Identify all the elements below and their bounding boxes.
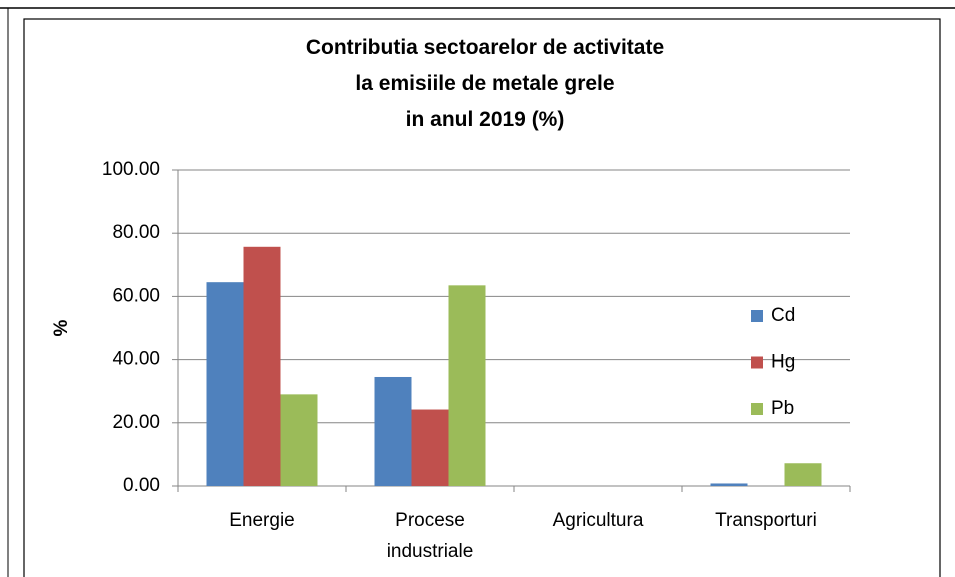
y-tick-label: 100.00 [102, 159, 160, 180]
legend-swatch [751, 310, 763, 322]
y-tick-label: 60.00 [112, 285, 160, 306]
bar [206, 282, 244, 486]
x-tick-label: Energie [229, 510, 295, 531]
legend-swatch [751, 356, 763, 369]
bar [784, 463, 822, 486]
bar [374, 376, 412, 486]
legend-label: Pb [771, 398, 794, 419]
y-tick-label: 80.00 [112, 222, 160, 243]
legend-label: Cd [771, 305, 795, 326]
bar [411, 409, 449, 486]
legend-label: Hg [771, 352, 795, 373]
bar [243, 246, 281, 486]
x-tick-label: Transporturi [715, 510, 817, 531]
bar [280, 394, 318, 486]
y-axis-label: % [51, 319, 72, 336]
bar [710, 483, 748, 486]
x-tick-label: Agricultura [553, 510, 644, 531]
x-tick-label: Procese industriale [387, 510, 474, 562]
y-tick-label: 40.00 [112, 349, 160, 370]
chart-title: Contributia sectoarelor de activitate la … [306, 36, 664, 131]
legend-swatch [751, 403, 763, 415]
y-tick-label: 20.00 [112, 412, 160, 433]
bar [448, 285, 486, 486]
y-tick-label: 0.00 [123, 475, 160, 496]
